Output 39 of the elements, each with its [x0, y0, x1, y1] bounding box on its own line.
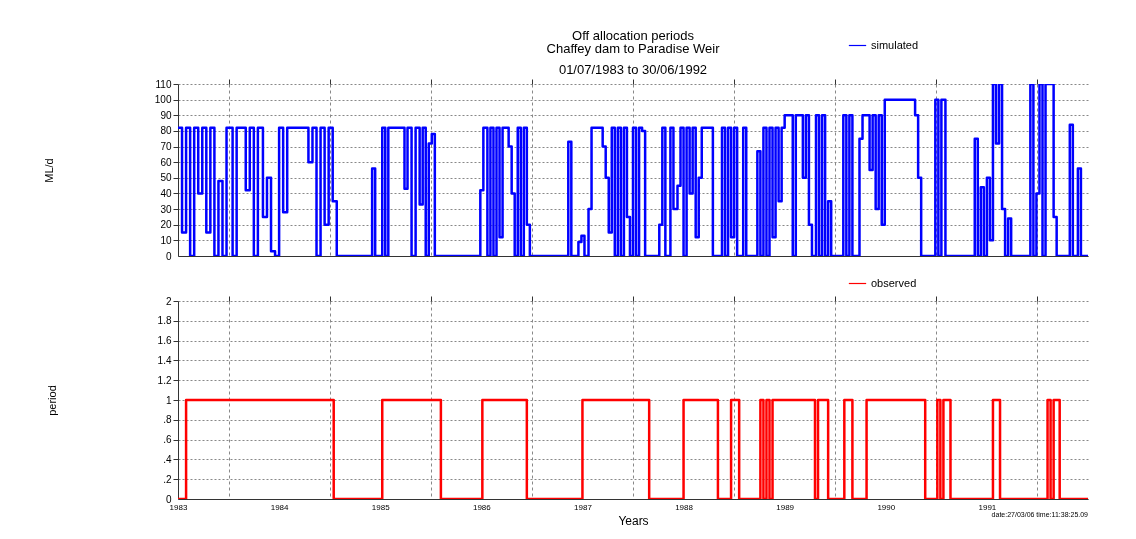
x-tick-label: 1991 — [978, 502, 997, 512]
y-tick-label: 90 — [160, 109, 172, 121]
y-tick-label: 2 — [165, 295, 172, 307]
x-tick-label: 1989 — [776, 502, 795, 512]
chart-title: Off allocation periods Chaffey dam to Paradise Weir — [546, 28, 721, 56]
y-tick-label: 20 — [160, 219, 172, 231]
y-tick-label: 60 — [160, 156, 172, 168]
y-tick-label: 1.2 — [157, 374, 172, 386]
x-tick-label: 1990 — [877, 502, 896, 512]
y-tick-label: 110 — [155, 78, 172, 90]
x-tick-label: 1986 — [472, 502, 492, 512]
y-tick-label: .6 — [163, 434, 172, 446]
y-tick-label: 1.8 — [157, 315, 172, 327]
x-tick-label: 1983 — [169, 502, 188, 512]
y-tick-label: 1 — [165, 394, 172, 406]
legend-label: observed — [871, 276, 917, 289]
y-tick-label: 70 — [160, 141, 172, 153]
chart-subtitle: 01/07/1983 to 30/06/1992 — [558, 62, 708, 77]
x-tick-label: 1987 — [574, 502, 593, 512]
y-tick-label: .8 — [163, 414, 172, 426]
y-tick-label: 1.6 — [157, 335, 172, 347]
x-tick-label: 1985 — [371, 502, 391, 512]
y-tick-label: 1.4 — [157, 354, 172, 366]
y-tick-label: 30 — [160, 203, 172, 215]
y-tick-label: 40 — [160, 187, 172, 199]
y-tick-label: 0 — [165, 493, 172, 505]
x-tick-label: 1984 — [270, 502, 290, 512]
y-tick-label: 100 — [154, 94, 172, 106]
x-axis-title: Years — [618, 513, 649, 528]
y-tick-label: .4 — [163, 453, 172, 465]
y-tick-label: 50 — [160, 172, 172, 184]
legend-label: simulated — [871, 38, 919, 51]
y-tick-label: 0 — [165, 250, 172, 262]
y-tick-label: .2 — [163, 473, 172, 485]
y-tick-label: 80 — [160, 125, 172, 137]
y-axis-title: period — [45, 385, 58, 416]
y-axis-title: ML/d — [42, 158, 55, 183]
y-tick-label: 10 — [160, 234, 172, 246]
x-tick-label: 1988 — [675, 502, 694, 512]
